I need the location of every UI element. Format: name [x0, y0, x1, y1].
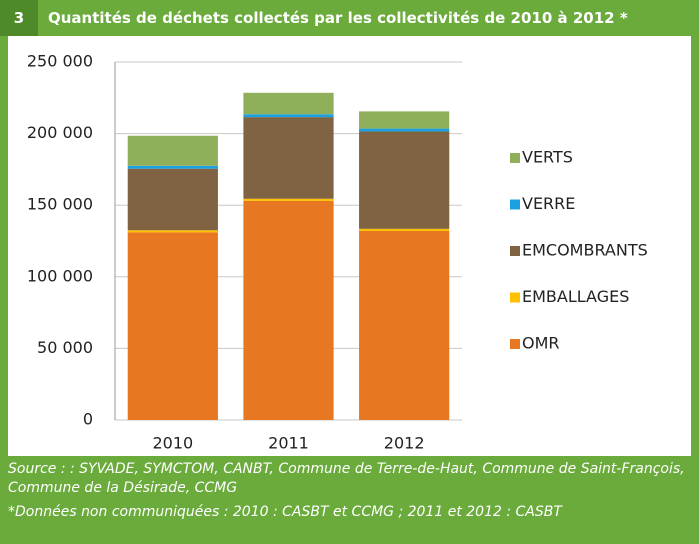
bar-segment: [127, 165, 218, 169]
source: Source : : SYVADE, SYMCTOM, CANBT, Commu…: [8, 461, 685, 496]
legend-label: VERRE: [522, 194, 575, 213]
legend-label: EMCOMBRANTS: [522, 241, 648, 260]
y-tick-label: 250 000: [27, 52, 93, 71]
legend-swatch: [510, 292, 520, 303]
legend-swatch: [510, 199, 520, 210]
bar-segment: [127, 168, 218, 231]
legend-label: VERTS: [522, 148, 573, 167]
chart: 0 50 000 100 000 150 000 200 000 250 000 2010 2…: [8, 36, 691, 456]
header: 3 Quantités de déchets collectés par les…: [0, 0, 699, 36]
y-tick-label: 100 000: [27, 266, 93, 285]
bar-segment: [243, 117, 334, 199]
badge: 3: [0, 0, 38, 36]
legend-swatch: [510, 339, 520, 349]
footer: Source : : SYVADE, SYMCTOM, CANBT, Commu…: [8, 460, 688, 527]
y-tick-label: 150 000: [27, 195, 93, 214]
bar-segment: [127, 230, 218, 233]
legend-swatch: [510, 153, 520, 163]
bar-segment: [243, 200, 334, 420]
bar-segment: [359, 128, 450, 132]
y-tick-label: 200 000: [27, 123, 93, 142]
bar-segment: [243, 198, 334, 201]
chart-title: Quantités de déchets collectés par les c…: [48, 9, 628, 27]
x-tick-label: 2012: [384, 434, 425, 453]
bar-segment: [243, 92, 334, 115]
legend-label: EMBALLAGES: [522, 287, 629, 306]
y-tick-label: 50 000: [37, 338, 93, 357]
x-tick-label: 2011: [268, 434, 309, 453]
bar-segment: [243, 114, 334, 118]
bar-segment: [359, 111, 450, 129]
bar-segment: [127, 232, 218, 420]
bar-segment: [359, 230, 450, 420]
note: *Données non communiquées : 2010 : CASBT…: [8, 504, 562, 520]
bar-segment: [359, 228, 450, 231]
x-tick-label: 2010: [152, 434, 193, 453]
legend-swatch: [510, 246, 520, 256]
legend-label: OMR: [522, 334, 560, 353]
bar-segment: [359, 131, 450, 229]
bar-segment: [127, 135, 218, 166]
y-tick-label: 0: [83, 410, 93, 429]
